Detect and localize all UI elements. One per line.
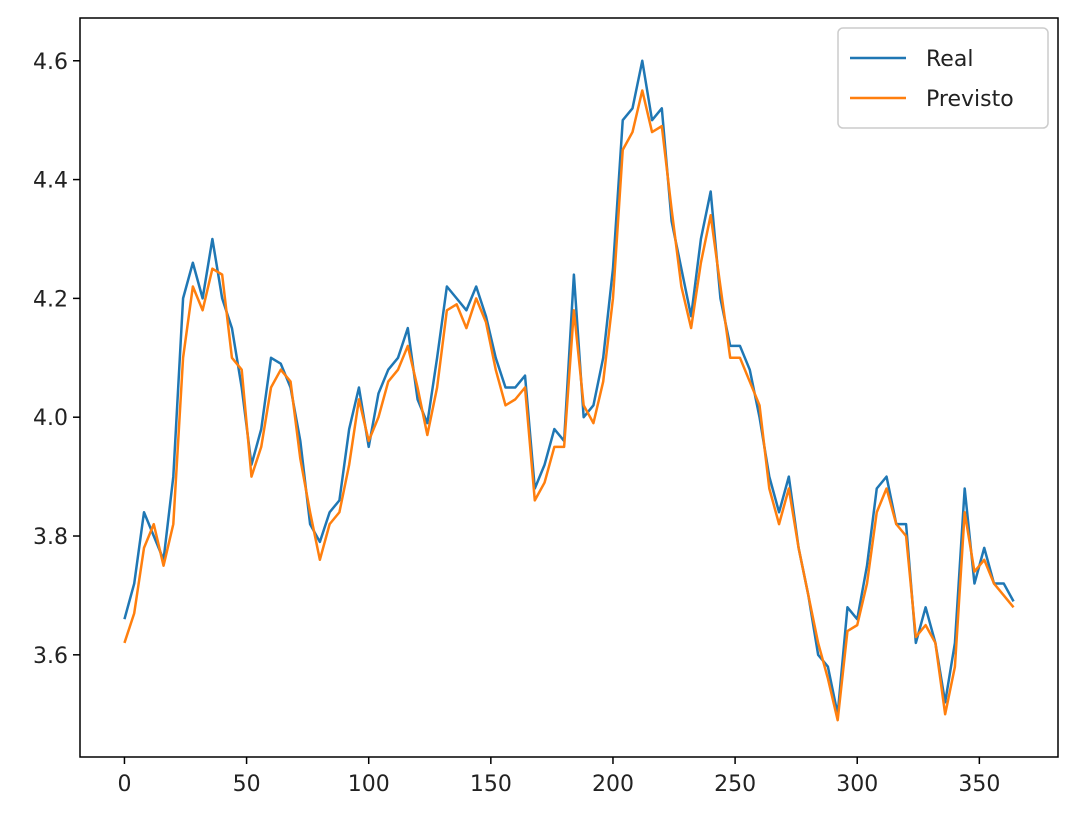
series-line xyxy=(123,59,1015,716)
x-tick-label: 200 xyxy=(592,772,634,797)
legend-box xyxy=(837,27,1049,129)
x-tick-label: 150 xyxy=(470,772,512,797)
legend-label: Previsto xyxy=(926,87,1014,112)
x-tick-label: 250 xyxy=(714,772,756,797)
x-tick-label: 50 xyxy=(233,772,261,797)
x-tick-label: 0 xyxy=(117,772,131,797)
y-tick-label: 3.8 xyxy=(33,525,68,550)
y-tick-label: 4.4 xyxy=(33,169,68,194)
y-tick-label: 4.2 xyxy=(33,287,68,312)
x-tick-label: 350 xyxy=(958,772,1000,797)
plot-frame xyxy=(79,17,1059,758)
y-tick-label: 3.6 xyxy=(33,644,68,669)
y-tick-label: 4.6 xyxy=(33,50,68,75)
x-tick-label: 100 xyxy=(348,772,390,797)
legend-label: Real xyxy=(926,47,973,72)
y-tick-label: 4.0 xyxy=(33,406,68,431)
series-line xyxy=(123,89,1015,722)
x-tick-label: 300 xyxy=(836,772,878,797)
